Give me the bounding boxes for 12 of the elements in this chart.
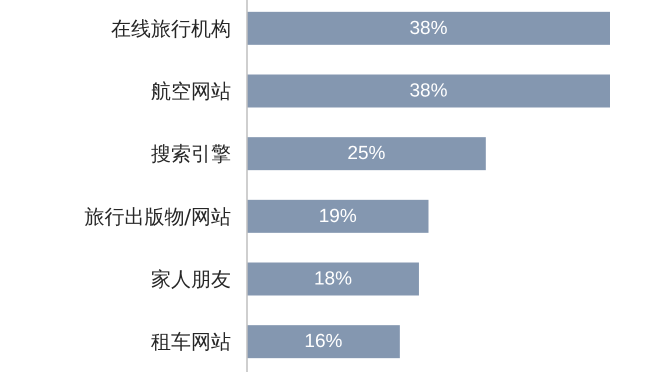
y-tick-label: 家人朋友: [151, 267, 231, 291]
y-tick-label: 租车网站: [151, 330, 231, 354]
data-label: 16%: [304, 331, 343, 352]
data-label: 18%: [314, 268, 352, 290]
y-tick-label: 搜索引擎: [151, 142, 231, 166]
y-tick-label: 在线旅行机构: [111, 16, 231, 40]
data-label: 38%: [409, 18, 448, 39]
y-tick-label: 航空网站: [151, 79, 231, 103]
data-label: 25%: [347, 143, 386, 164]
data-label: 19%: [318, 206, 357, 227]
y-tick-label: 旅行出版物/网站: [84, 204, 231, 228]
data-label: 38%: [409, 80, 448, 102]
